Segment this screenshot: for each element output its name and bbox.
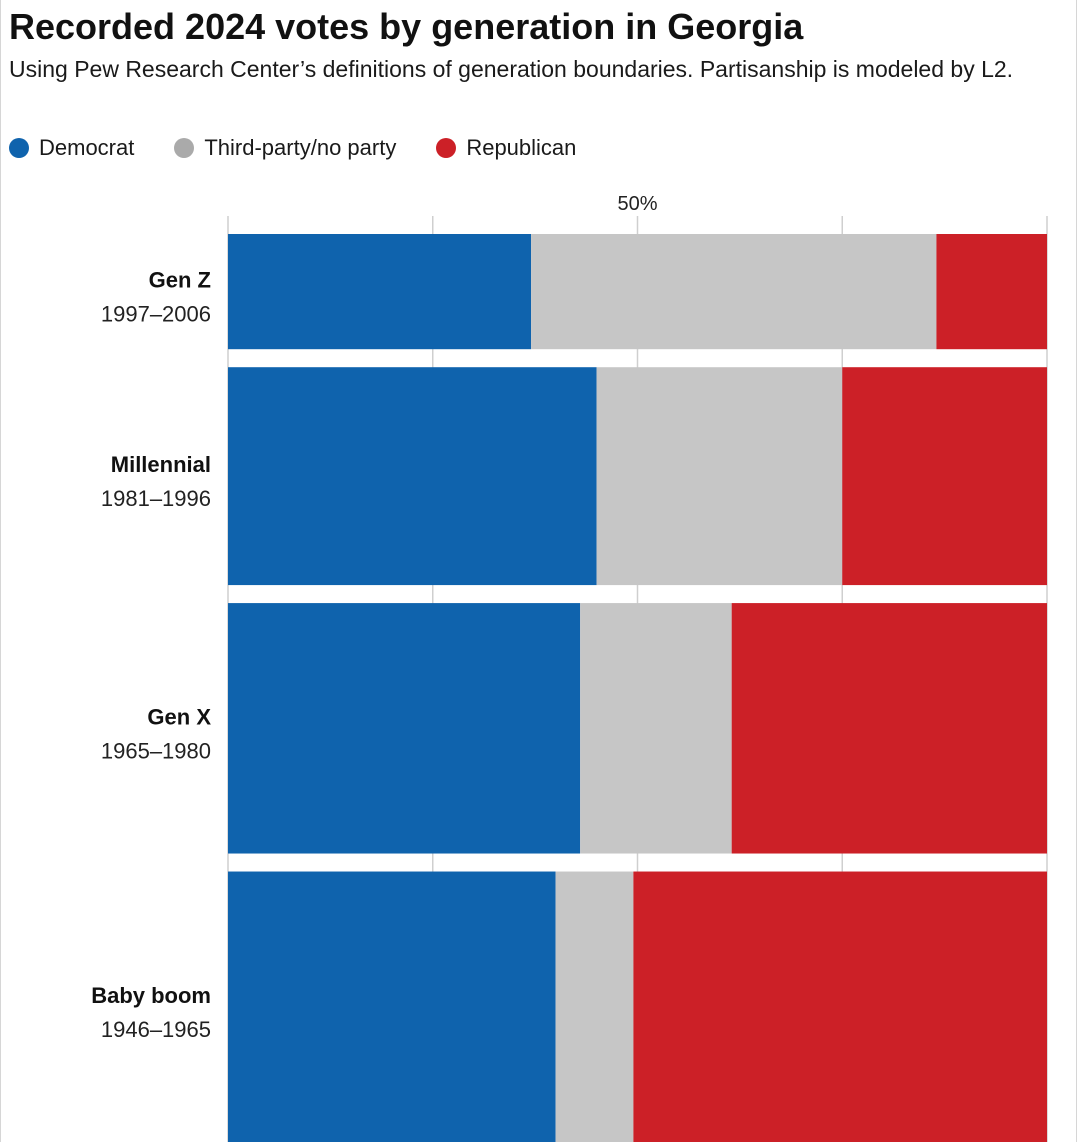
bar-segment-gen-z-democrat — [228, 234, 532, 350]
legend-swatch-third-party — [174, 138, 195, 158]
legend-item-republican: Republican — [436, 135, 576, 161]
legend-label-republican: Republican — [466, 135, 577, 160]
bar-segment-gen-z-third-party-no-party — [531, 234, 937, 350]
category-years-baby-boom: 1946–1965 — [101, 1017, 211, 1042]
bar-segment-millennial-republican — [842, 367, 1047, 586]
bar-segment-gen-x-third-party-no-party — [580, 603, 732, 854]
category-label-gen-z: Gen Z — [149, 268, 211, 293]
category-label-baby-boom: Baby boom — [91, 983, 211, 1008]
bar-segment-millennial-third-party-no-party — [596, 367, 843, 586]
category-label-millennial: Millennial — [111, 452, 211, 477]
legend-swatch-republican — [436, 138, 457, 158]
category-years-millennial: 1981–1996 — [101, 486, 211, 511]
bar-segment-millennial-democrat — [228, 367, 597, 586]
legend-label-third-party: Third-party/no party — [204, 135, 397, 160]
chart-title: Recorded 2024 votes by generation in Geo… — [9, 6, 804, 47]
bar-segment-gen-x-democrat — [228, 603, 581, 854]
chart-legend: Democrat Third-party/no party Republican — [9, 133, 616, 163]
category-years-gen-x: 1965–1980 — [101, 738, 211, 763]
category-label-gen-x: Gen X — [147, 704, 211, 729]
chart-subtitle: Using Pew Research Center’s definitions … — [9, 56, 1014, 82]
category-years-gen-z: 1997–2006 — [101, 302, 211, 327]
bar-segment-gen-x-republican — [731, 603, 1047, 854]
bar-segment-gen-z-republican — [936, 234, 1047, 350]
legend-label-democrat: Democrat — [39, 135, 135, 160]
bar-segment-baby-boom-republican — [633, 871, 1047, 1142]
legend-item-democrat: Democrat — [9, 135, 134, 161]
legend-swatch-democrat — [9, 138, 29, 158]
legend-item-third-party: Third-party/no party — [174, 135, 396, 161]
bar-segment-baby-boom-third-party-no-party — [555, 871, 634, 1142]
x-tick-label-50: 50% — [617, 193, 657, 215]
bar-segment-baby-boom-democrat — [228, 871, 556, 1142]
